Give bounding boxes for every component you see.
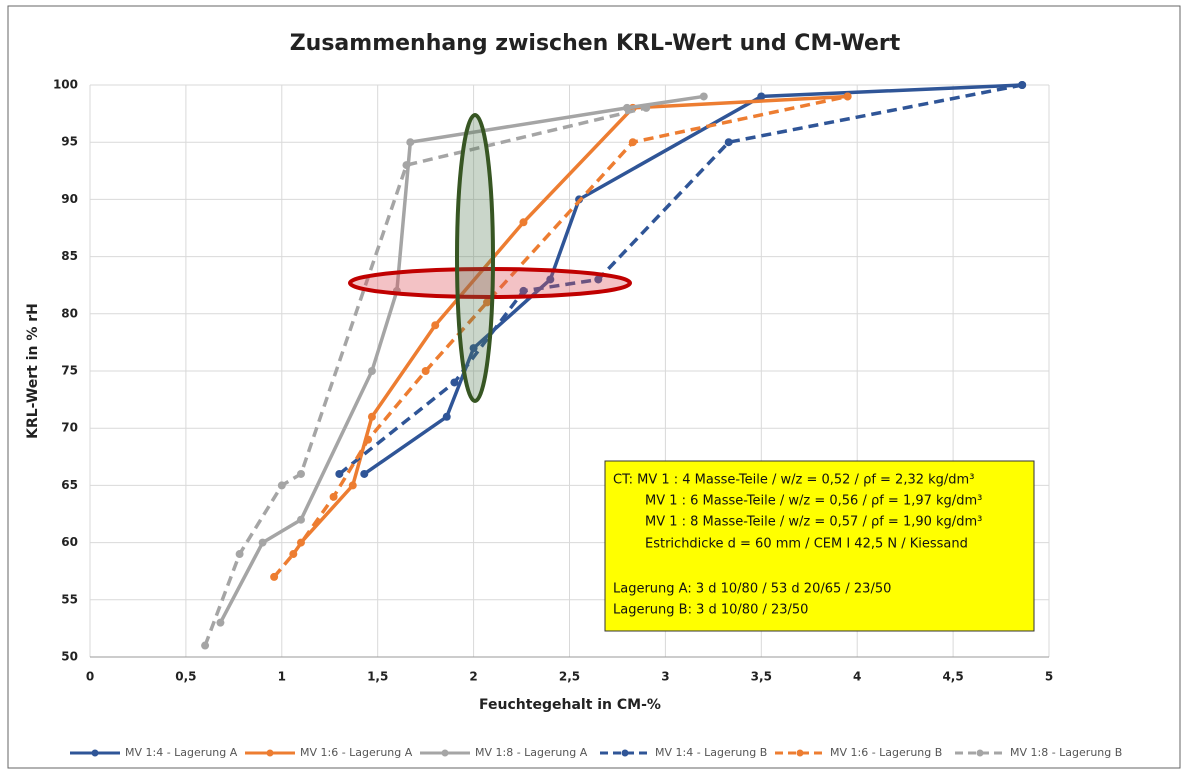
x-tick-label: 4,5 (942, 670, 963, 684)
legend-marker (266, 749, 274, 757)
data-point (201, 641, 210, 650)
annotation-box (604, 460, 1035, 632)
data-point (594, 275, 603, 284)
legend-marker (796, 749, 804, 757)
legend-label: MV 1:4 - Lagerung B (655, 746, 767, 759)
legend-label: MV 1:8 - Lagerung A (475, 746, 588, 759)
data-point (450, 378, 459, 387)
highlight-ellipse (348, 267, 632, 299)
x-tick-label: 1 (278, 670, 286, 684)
y-tick-label: 85 (61, 249, 78, 263)
data-point (724, 138, 733, 147)
data-point (296, 469, 305, 478)
data-point (270, 572, 279, 581)
legend-marker (621, 749, 629, 757)
legend-label: MV 1:4 - Lagerung A (125, 746, 238, 759)
x-axis-label: Feuchtegehalt in CM-% (479, 697, 661, 713)
data-point (519, 286, 528, 295)
data-point (348, 481, 357, 490)
x-tick-label: 1,5 (367, 670, 388, 684)
x-tick-label: 5 (1045, 670, 1053, 684)
annotation-text: Estrichdicke d = 60 mm / CEM I 42,5 N / … (645, 537, 968, 552)
data-point (289, 550, 298, 559)
annotation-text: Lagerung B: 3 d 10/80 / 23/50 (613, 603, 808, 618)
data-point (431, 321, 440, 330)
y-tick-label: 95 (61, 135, 78, 149)
x-tick-label: 3,5 (751, 670, 772, 684)
y-axis-label: KRL-Wert in % rH (25, 303, 41, 439)
y-tick-label: 80 (61, 306, 78, 320)
x-tick-label: 0,5 (175, 670, 196, 684)
legend-marker (91, 749, 99, 757)
data-point (335, 469, 344, 478)
legend-label: MV 1:8 - Lagerung B (1010, 746, 1122, 759)
data-point (367, 412, 376, 421)
data-point (367, 367, 376, 375)
data-point (699, 92, 708, 101)
data-point (258, 538, 267, 547)
chart-border (7, 5, 1181, 769)
y-tick-label: 90 (61, 192, 78, 206)
data-point (442, 412, 451, 421)
x-tick-label: 2 (469, 670, 477, 684)
data-point (364, 435, 373, 444)
x-tick-label: 0 (86, 670, 94, 684)
data-point (421, 367, 430, 375)
data-point (469, 344, 478, 353)
data-point (329, 492, 338, 501)
y-tick-label: 60 (61, 535, 78, 549)
data-point (642, 103, 651, 112)
data-point (1018, 81, 1027, 89)
data-point (757, 92, 766, 101)
data-point (843, 92, 852, 101)
data-point (483, 298, 492, 307)
x-tick-label: 2,5 (559, 670, 580, 684)
y-tick-label: 50 (61, 650, 78, 664)
data-point (406, 138, 415, 147)
annotation-text: CT: MV 1 : 4 Masse-Teile / w/z = 0,52 / … (613, 473, 974, 488)
annotation-text: MV 1 : 8 Masse-Teile / w/z = 0,57 / ρf =… (645, 515, 982, 530)
legend-marker (976, 749, 984, 757)
series-line (338, 83, 1023, 476)
y-tick-label: 100 (53, 78, 78, 92)
data-point (623, 103, 632, 112)
series-line (203, 106, 647, 647)
series-line (218, 94, 705, 624)
highlight-ellipse (455, 113, 495, 403)
data-point (360, 469, 369, 478)
data-point (628, 138, 637, 147)
data-point (546, 275, 555, 284)
legend-marker (441, 749, 449, 757)
legend-label: MV 1:6 - Lagerung B (830, 746, 942, 759)
annotation-text: MV 1 : 6 Masse-Teile / w/z = 0,56 / ρf =… (645, 494, 982, 509)
legend-label: MV 1:6 - Lagerung A (300, 746, 413, 759)
y-tick-label: 75 (61, 364, 78, 378)
data-point (519, 218, 528, 227)
y-tick-label: 65 (61, 478, 78, 492)
series-line (272, 94, 848, 579)
data-point (235, 550, 244, 559)
data-point (296, 515, 305, 524)
data-point (277, 481, 286, 490)
data-point (402, 161, 411, 170)
y-tick-label: 70 (61, 421, 78, 435)
y-tick-label: 55 (61, 592, 78, 606)
x-tick-label: 3 (661, 670, 669, 684)
x-tick-label: 4 (853, 670, 861, 684)
chart-title: Zusammenhang zwischen KRL-Wert und CM-We… (290, 31, 901, 56)
data-point (216, 618, 225, 627)
annotation-text: Lagerung A: 3 d 10/80 / 53 d 20/65 / 23/… (613, 582, 891, 597)
